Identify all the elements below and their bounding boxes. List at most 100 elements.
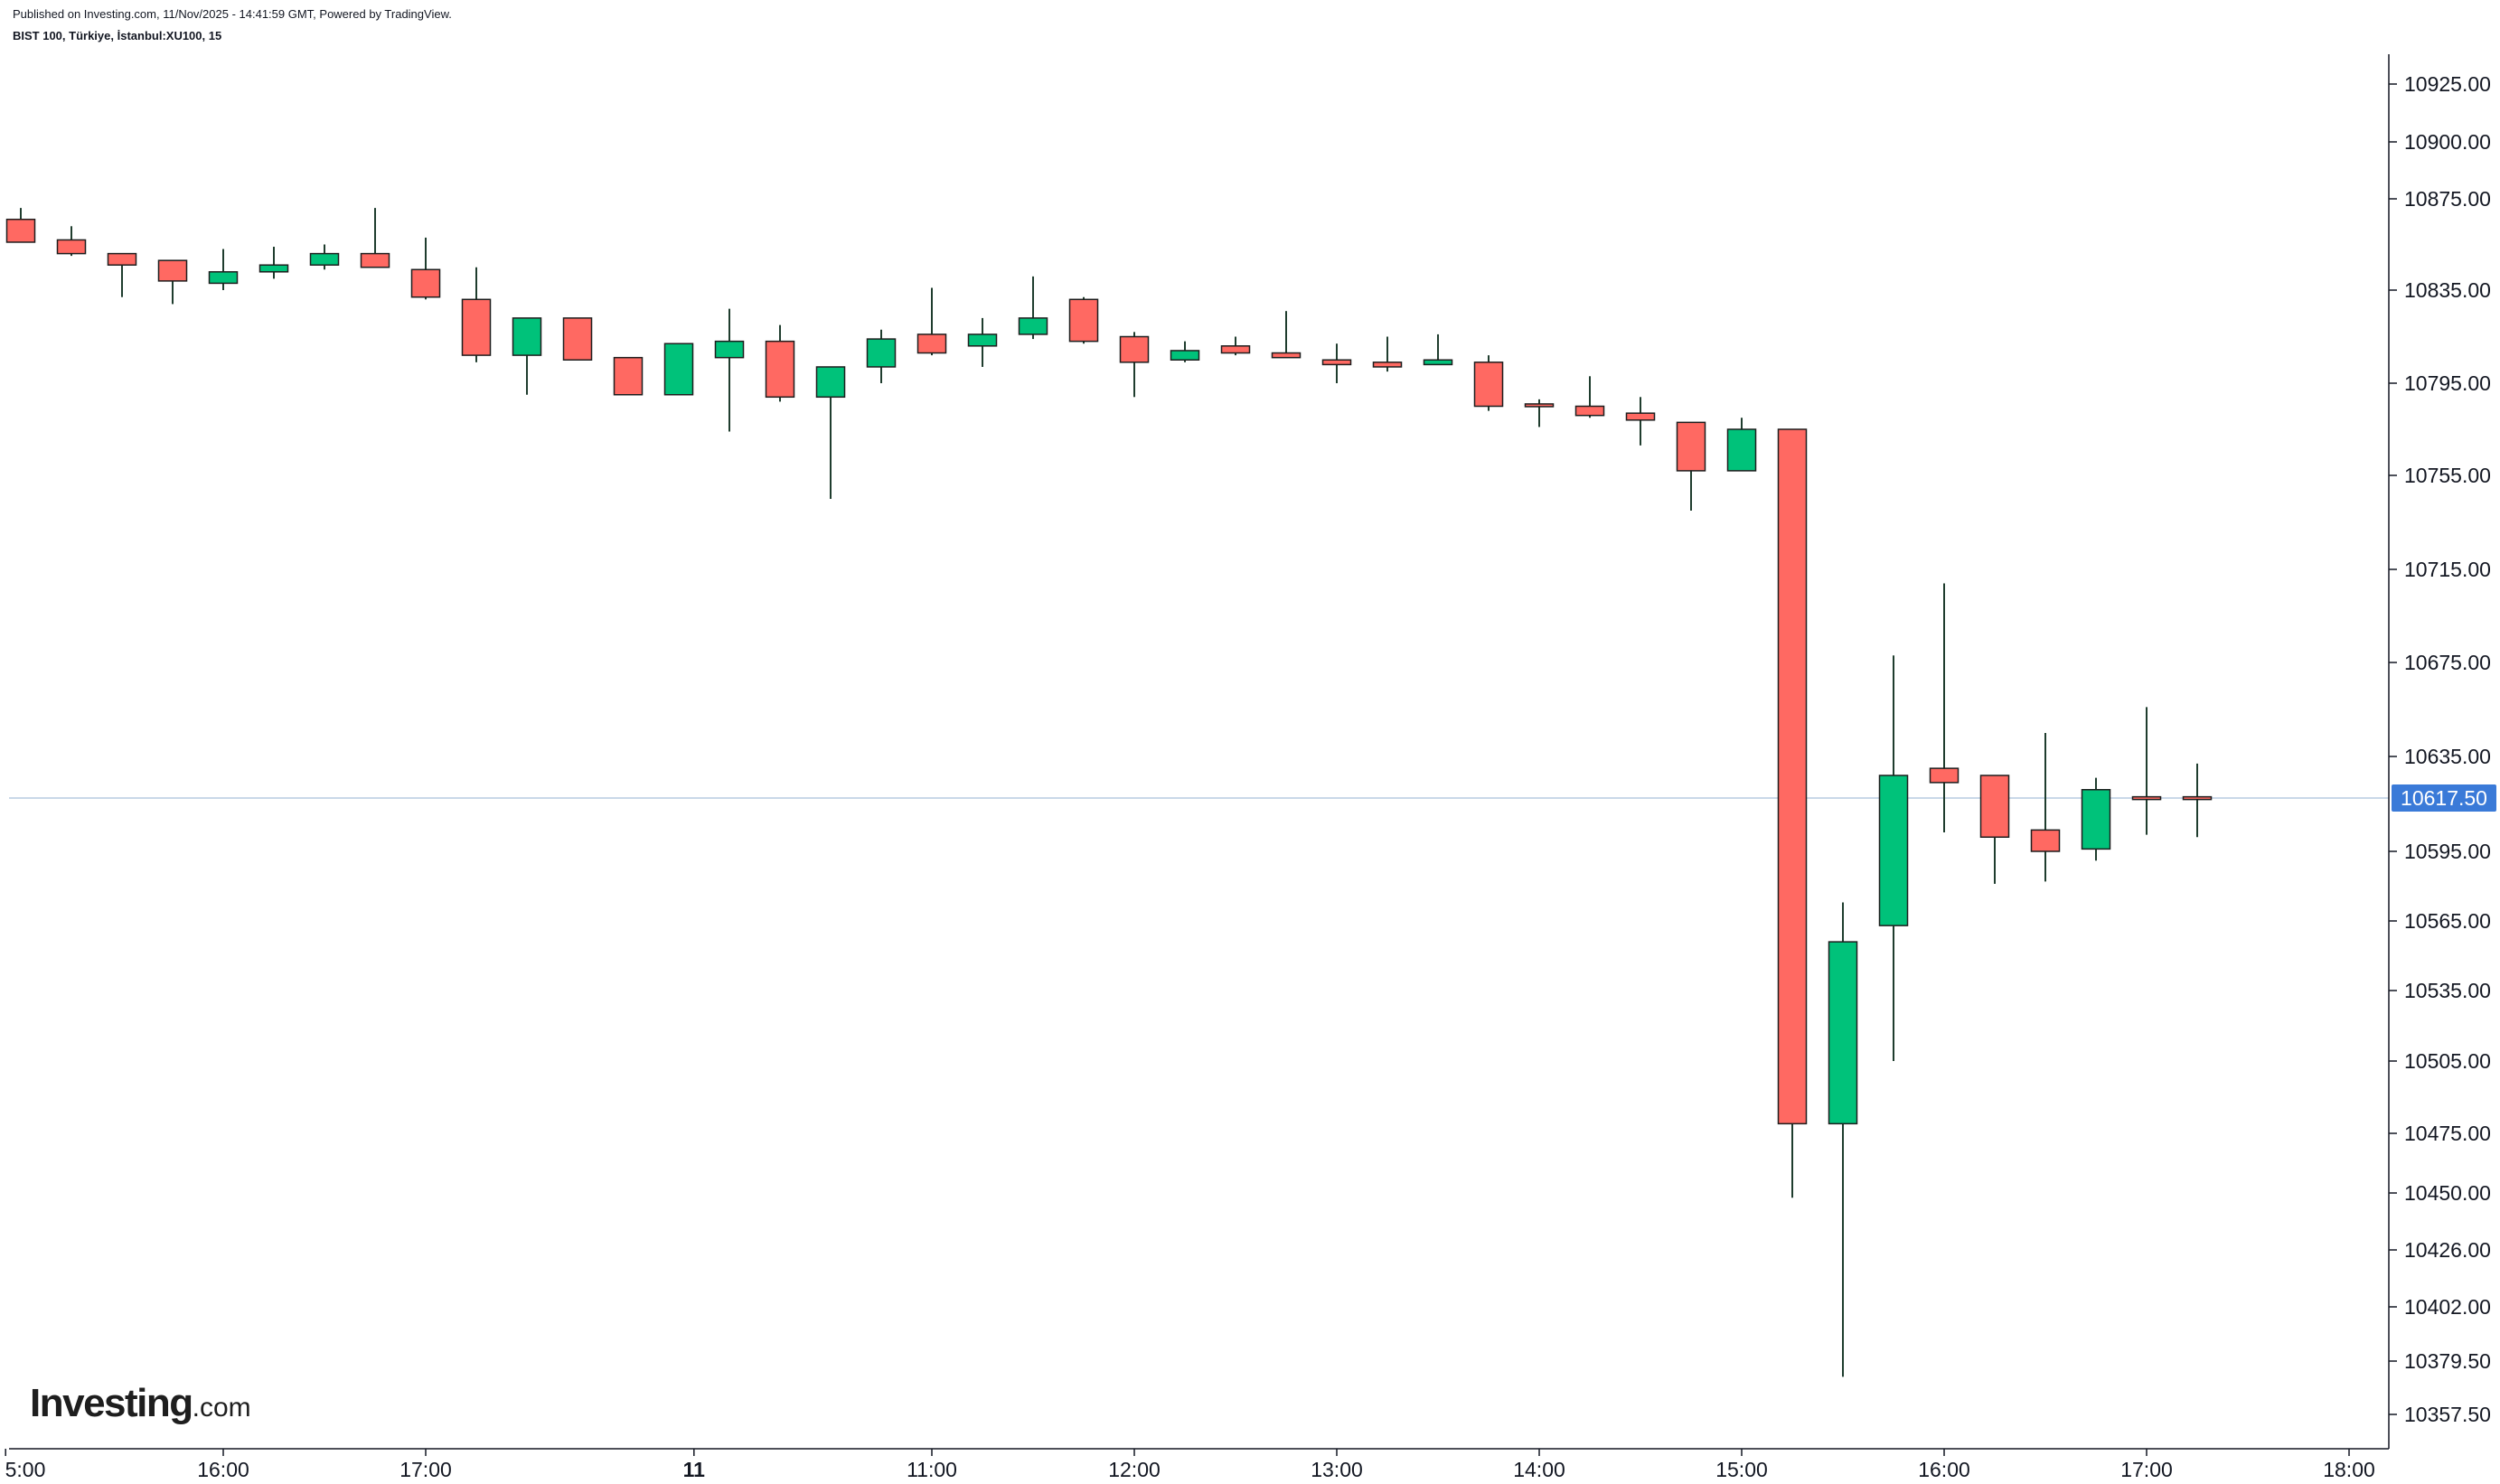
candle[interactable] xyxy=(714,308,745,432)
candle[interactable] xyxy=(1929,583,1960,832)
candle[interactable] xyxy=(208,249,239,290)
candle[interactable] xyxy=(1777,428,1808,1198)
candle-body-down xyxy=(1220,345,1251,354)
candle[interactable] xyxy=(1979,775,2010,884)
candle[interactable] xyxy=(2081,777,2111,861)
candle-body-up xyxy=(1170,350,1200,362)
price-tick-label: 10715.00 xyxy=(2404,558,2491,581)
candle[interactable] xyxy=(815,366,846,499)
candle[interactable] xyxy=(1321,343,1352,383)
candle[interactable] xyxy=(56,226,87,257)
time-tick-label: 13:00 xyxy=(1311,1458,1363,1481)
candle[interactable] xyxy=(1878,655,1909,1061)
time-tick-label: 16:00 xyxy=(1918,1458,1970,1481)
candle[interactable] xyxy=(309,244,340,270)
candle[interactable] xyxy=(1372,336,1403,372)
candle-body-up xyxy=(1423,359,1453,366)
candle[interactable] xyxy=(410,237,441,300)
price-tick-label: 10595.00 xyxy=(2404,840,2491,863)
candle[interactable] xyxy=(360,208,390,268)
time-tick-label: 5:00 xyxy=(5,1458,46,1481)
candle-body-up xyxy=(967,333,998,347)
time-tick-label: 11:00 xyxy=(907,1458,957,1481)
investing-logo: Investing.com xyxy=(30,1381,251,1426)
time-tick-label: 12:00 xyxy=(1108,1458,1161,1481)
candle[interactable] xyxy=(2030,733,2061,882)
candle[interactable] xyxy=(613,356,644,396)
candle-body-down xyxy=(1473,362,1504,408)
candle[interactable] xyxy=(1726,418,1757,472)
candle-body-down xyxy=(1119,335,1150,363)
candle-body-down xyxy=(1068,298,1099,343)
candle[interactable] xyxy=(663,343,694,396)
candle-body-down xyxy=(461,298,492,356)
candle-body-down xyxy=(1524,403,1555,408)
candle[interactable] xyxy=(1068,296,1099,344)
candle-body-down xyxy=(1979,775,2010,838)
candle[interactable] xyxy=(1220,336,1251,356)
candle[interactable] xyxy=(157,259,188,305)
candle[interactable] xyxy=(1423,333,1453,366)
time-tick-label: 16:00 xyxy=(197,1458,249,1481)
candle[interactable] xyxy=(1271,311,1302,359)
candle-body-up xyxy=(1018,317,1048,335)
logo-suffix: .com xyxy=(192,1393,251,1423)
candle[interactable] xyxy=(512,317,542,395)
price-axis[interactable]: 10925.00 10900.00 10875.00 10835.00 10795.00… xyxy=(2389,72,2491,1426)
candle-body-up xyxy=(2081,789,2111,850)
candle[interactable] xyxy=(1524,399,1555,427)
candle-body-up xyxy=(714,340,745,359)
candle-body-down xyxy=(613,356,644,396)
candle[interactable] xyxy=(765,324,795,402)
time-axis[interactable]: 5:00 16:00 17:00 11 11:00 12:00 13:00 14:00 15:0… xyxy=(5,1449,2375,1481)
candle[interactable] xyxy=(1018,276,1048,340)
candle[interactable] xyxy=(258,247,289,279)
candle-body-down xyxy=(562,317,593,361)
candle-body-up xyxy=(309,252,340,266)
logo-brand: Investing xyxy=(30,1381,193,1425)
candle[interactable] xyxy=(1828,902,1858,1377)
candle[interactable] xyxy=(1676,421,1706,511)
candle-body-down xyxy=(1676,421,1706,472)
candle-body-up xyxy=(866,338,897,368)
candle-body-down xyxy=(1372,362,1403,368)
candle[interactable] xyxy=(967,317,998,367)
candle-body-down xyxy=(1625,412,1656,421)
time-tick-label: 11 xyxy=(683,1458,706,1481)
candle[interactable] xyxy=(1625,397,1656,446)
price-tick-label: 10835.00 xyxy=(2404,278,2491,302)
candle[interactable] xyxy=(1473,355,1504,411)
candle-body-down xyxy=(56,239,87,255)
candle-body-down xyxy=(2182,795,2213,801)
candle[interactable] xyxy=(1574,376,1605,418)
candle-body-up xyxy=(663,343,694,396)
candle-body-up xyxy=(1828,941,1858,1125)
price-tick-label: 10426.00 xyxy=(2404,1238,2491,1262)
candle[interactable] xyxy=(2182,763,2213,838)
candle[interactable] xyxy=(1119,332,1150,398)
candle[interactable] xyxy=(562,317,593,361)
candle-body-down xyxy=(1321,359,1352,366)
time-tick-label: 17:00 xyxy=(399,1458,452,1481)
price-tick-label: 10357.50 xyxy=(2404,1403,2491,1426)
candle[interactable] xyxy=(916,287,947,356)
candle-body-down xyxy=(1929,767,1960,784)
price-tick-label: 10505.00 xyxy=(2404,1049,2491,1073)
candle[interactable] xyxy=(5,208,36,243)
candle[interactable] xyxy=(107,252,137,297)
price-tick-label: 10925.00 xyxy=(2404,72,2491,96)
time-tick-label: 18:00 xyxy=(2323,1458,2375,1481)
price-tick-label: 10875.00 xyxy=(2404,187,2491,211)
candle[interactable] xyxy=(461,267,492,362)
candle[interactable] xyxy=(1170,341,1200,362)
price-tick-label: 10755.00 xyxy=(2404,464,2491,487)
price-tick-label: 10535.00 xyxy=(2404,979,2491,1002)
candle-body-up xyxy=(512,317,542,356)
candle[interactable] xyxy=(866,329,897,383)
candle-body-down xyxy=(916,333,947,354)
current-price-tag: 10617.50 xyxy=(2392,784,2496,812)
price-tick-label: 10475.00 xyxy=(2404,1122,2491,1145)
candle[interactable] xyxy=(2131,707,2162,835)
time-tick-label: 17:00 xyxy=(2120,1458,2173,1481)
